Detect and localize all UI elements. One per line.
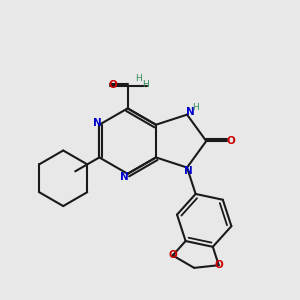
Text: O: O [226, 136, 235, 146]
Text: O: O [214, 260, 223, 270]
Text: N: N [120, 172, 128, 182]
Text: H: H [142, 80, 149, 89]
Text: N: N [186, 107, 194, 117]
Text: H: H [135, 74, 141, 83]
Text: O: O [168, 250, 177, 260]
Text: H: H [192, 103, 199, 112]
Text: N: N [94, 118, 102, 128]
Text: N: N [184, 166, 193, 176]
Text: O: O [109, 80, 118, 90]
